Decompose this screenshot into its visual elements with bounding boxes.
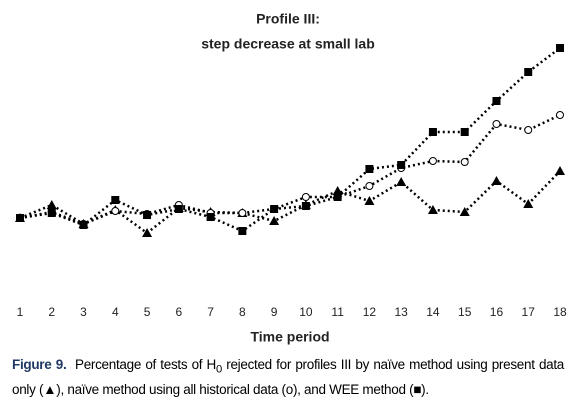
caption-text: rejected for profiles III by naïve metho… [12,357,565,397]
marker [143,211,152,219]
marker [427,205,438,214]
x-tick-label: 5 [144,305,151,319]
marker [332,186,343,195]
marker [556,111,564,119]
marker [524,126,533,134]
x-tick-label: 6 [175,305,182,319]
x-tick-label: 11 [331,305,344,319]
series-line [19,47,561,233]
marker [459,207,470,216]
series-line [19,113,561,226]
x-tick-label: 8 [239,305,246,319]
x-axis-label: Time period [250,329,329,345]
marker [460,128,469,136]
chart-title: step decrease at small lab [201,36,375,52]
marker [556,44,564,52]
marker [397,161,406,169]
x-tick-label: 18 [553,305,567,319]
x-tick-label: 4 [112,305,119,319]
marker [238,227,247,235]
marker [301,193,310,201]
marker [524,68,533,76]
marker [111,207,120,215]
series-line [19,170,561,235]
marker [460,158,469,166]
marker [79,221,88,229]
marker [491,176,502,185]
x-tick-label: 13 [394,305,408,319]
marker [555,166,565,175]
caption: Figure 9. Percentage of tests of H0 reje… [12,355,564,399]
x-tick-label: 17 [522,305,536,319]
marker [206,213,215,221]
marker [47,209,56,217]
marker [238,209,247,217]
marker [333,193,342,201]
caption-subscript: 0 [216,363,222,376]
x-tick-label: 7 [207,305,214,319]
x-tick-label: 16 [490,305,504,319]
caption-text: Percentage of tests of H [75,357,216,372]
marker [16,214,24,222]
marker [269,216,280,225]
x-tick-label: 9 [271,305,278,319]
marker [270,205,279,213]
x-tick-label: 12 [363,305,377,319]
marker [523,199,534,208]
marker [365,165,374,173]
caption-label: Figure 9. [12,357,67,372]
marker [396,177,407,186]
marker [301,202,310,210]
x-tick-label: 3 [80,305,87,319]
x-tick-label: 15 [458,305,472,319]
chart-title: Profile III: [256,11,320,27]
marker [46,200,57,209]
marker [142,228,153,237]
x-tick-label: 2 [48,305,55,319]
marker [492,97,501,105]
x-tick-label: 10 [299,305,313,319]
marker [174,205,183,213]
marker [365,182,374,190]
chart: Profile III: step decrease at small lab … [15,11,567,345]
marker [492,120,501,128]
x-tick-label: 1 [17,305,24,319]
marker [428,128,437,136]
marker [111,196,120,204]
marker [364,196,375,205]
x-tick-label: 14 [426,305,440,319]
marker [428,157,437,165]
